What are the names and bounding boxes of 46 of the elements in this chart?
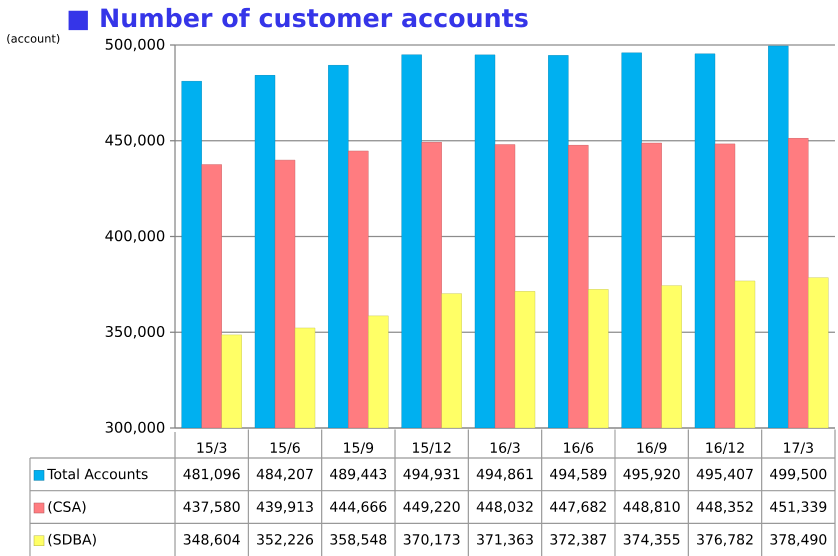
chart-title: ■ Number of customer accounts [68, 8, 528, 30]
x-tick-label: 15/3 [197, 442, 226, 454]
data-label: 448,810 [623, 501, 680, 514]
x-tick-label: 15/9 [344, 442, 374, 454]
data-label: 495,407 [696, 468, 753, 481]
x-tick-label: 16/12 [706, 442, 744, 454]
x-tick-label: 15/12 [413, 442, 450, 454]
y-tick-label: 500,000 [106, 38, 164, 52]
data-label: 376,782 [697, 534, 753, 546]
data-label: 484,207 [256, 468, 313, 481]
data-label: 499,500 [770, 468, 826, 481]
data-label: 372,387 [550, 534, 606, 546]
data-label: 439,913 [256, 501, 313, 514]
legend-label: Total Accounts [47, 468, 148, 480]
legend-label: (SDBA) [48, 534, 96, 546]
y-axis-title: (account) [7, 34, 60, 44]
data-label: 374,355 [624, 534, 680, 546]
data-label: 451,339 [770, 501, 826, 514]
data-label: 494,931 [403, 468, 460, 481]
data-label: 494,589 [550, 468, 606, 481]
data-label: 348,604 [184, 534, 240, 546]
data-label: 444,666 [330, 501, 386, 514]
data-label: 371,363 [477, 534, 533, 546]
data-label: 495,920 [623, 468, 680, 481]
legend-label: (CSA) [48, 501, 86, 514]
y-tick-label: 350,000 [106, 326, 164, 339]
data-label: 448,352 [696, 501, 753, 514]
x-tick-label: 16/3 [490, 442, 520, 454]
y-tick-label: 300,000 [106, 422, 164, 434]
data-label: 352,226 [257, 534, 314, 546]
data-label: 449,220 [403, 501, 460, 514]
data-label: 378,490 [770, 534, 826, 546]
x-tick-label: 15/6 [270, 442, 300, 454]
data-label: 448,032 [476, 501, 533, 514]
data-label: 494,861 [476, 468, 533, 481]
x-tick-label: 17/3 [784, 442, 813, 454]
data-label: 370,173 [404, 534, 460, 546]
x-tick-label: 16/9 [637, 442, 666, 454]
y-tick-label: 450,000 [105, 134, 164, 148]
data-label: 489,443 [330, 468, 386, 481]
data-label: 358,548 [330, 534, 386, 546]
data-label: 481,096 [183, 468, 240, 481]
x-tick-label: 16/6 [564, 442, 594, 454]
y-tick-label: 400,000 [105, 230, 164, 243]
data-label: 447,682 [550, 501, 606, 514]
data-label: 437,580 [183, 501, 240, 514]
